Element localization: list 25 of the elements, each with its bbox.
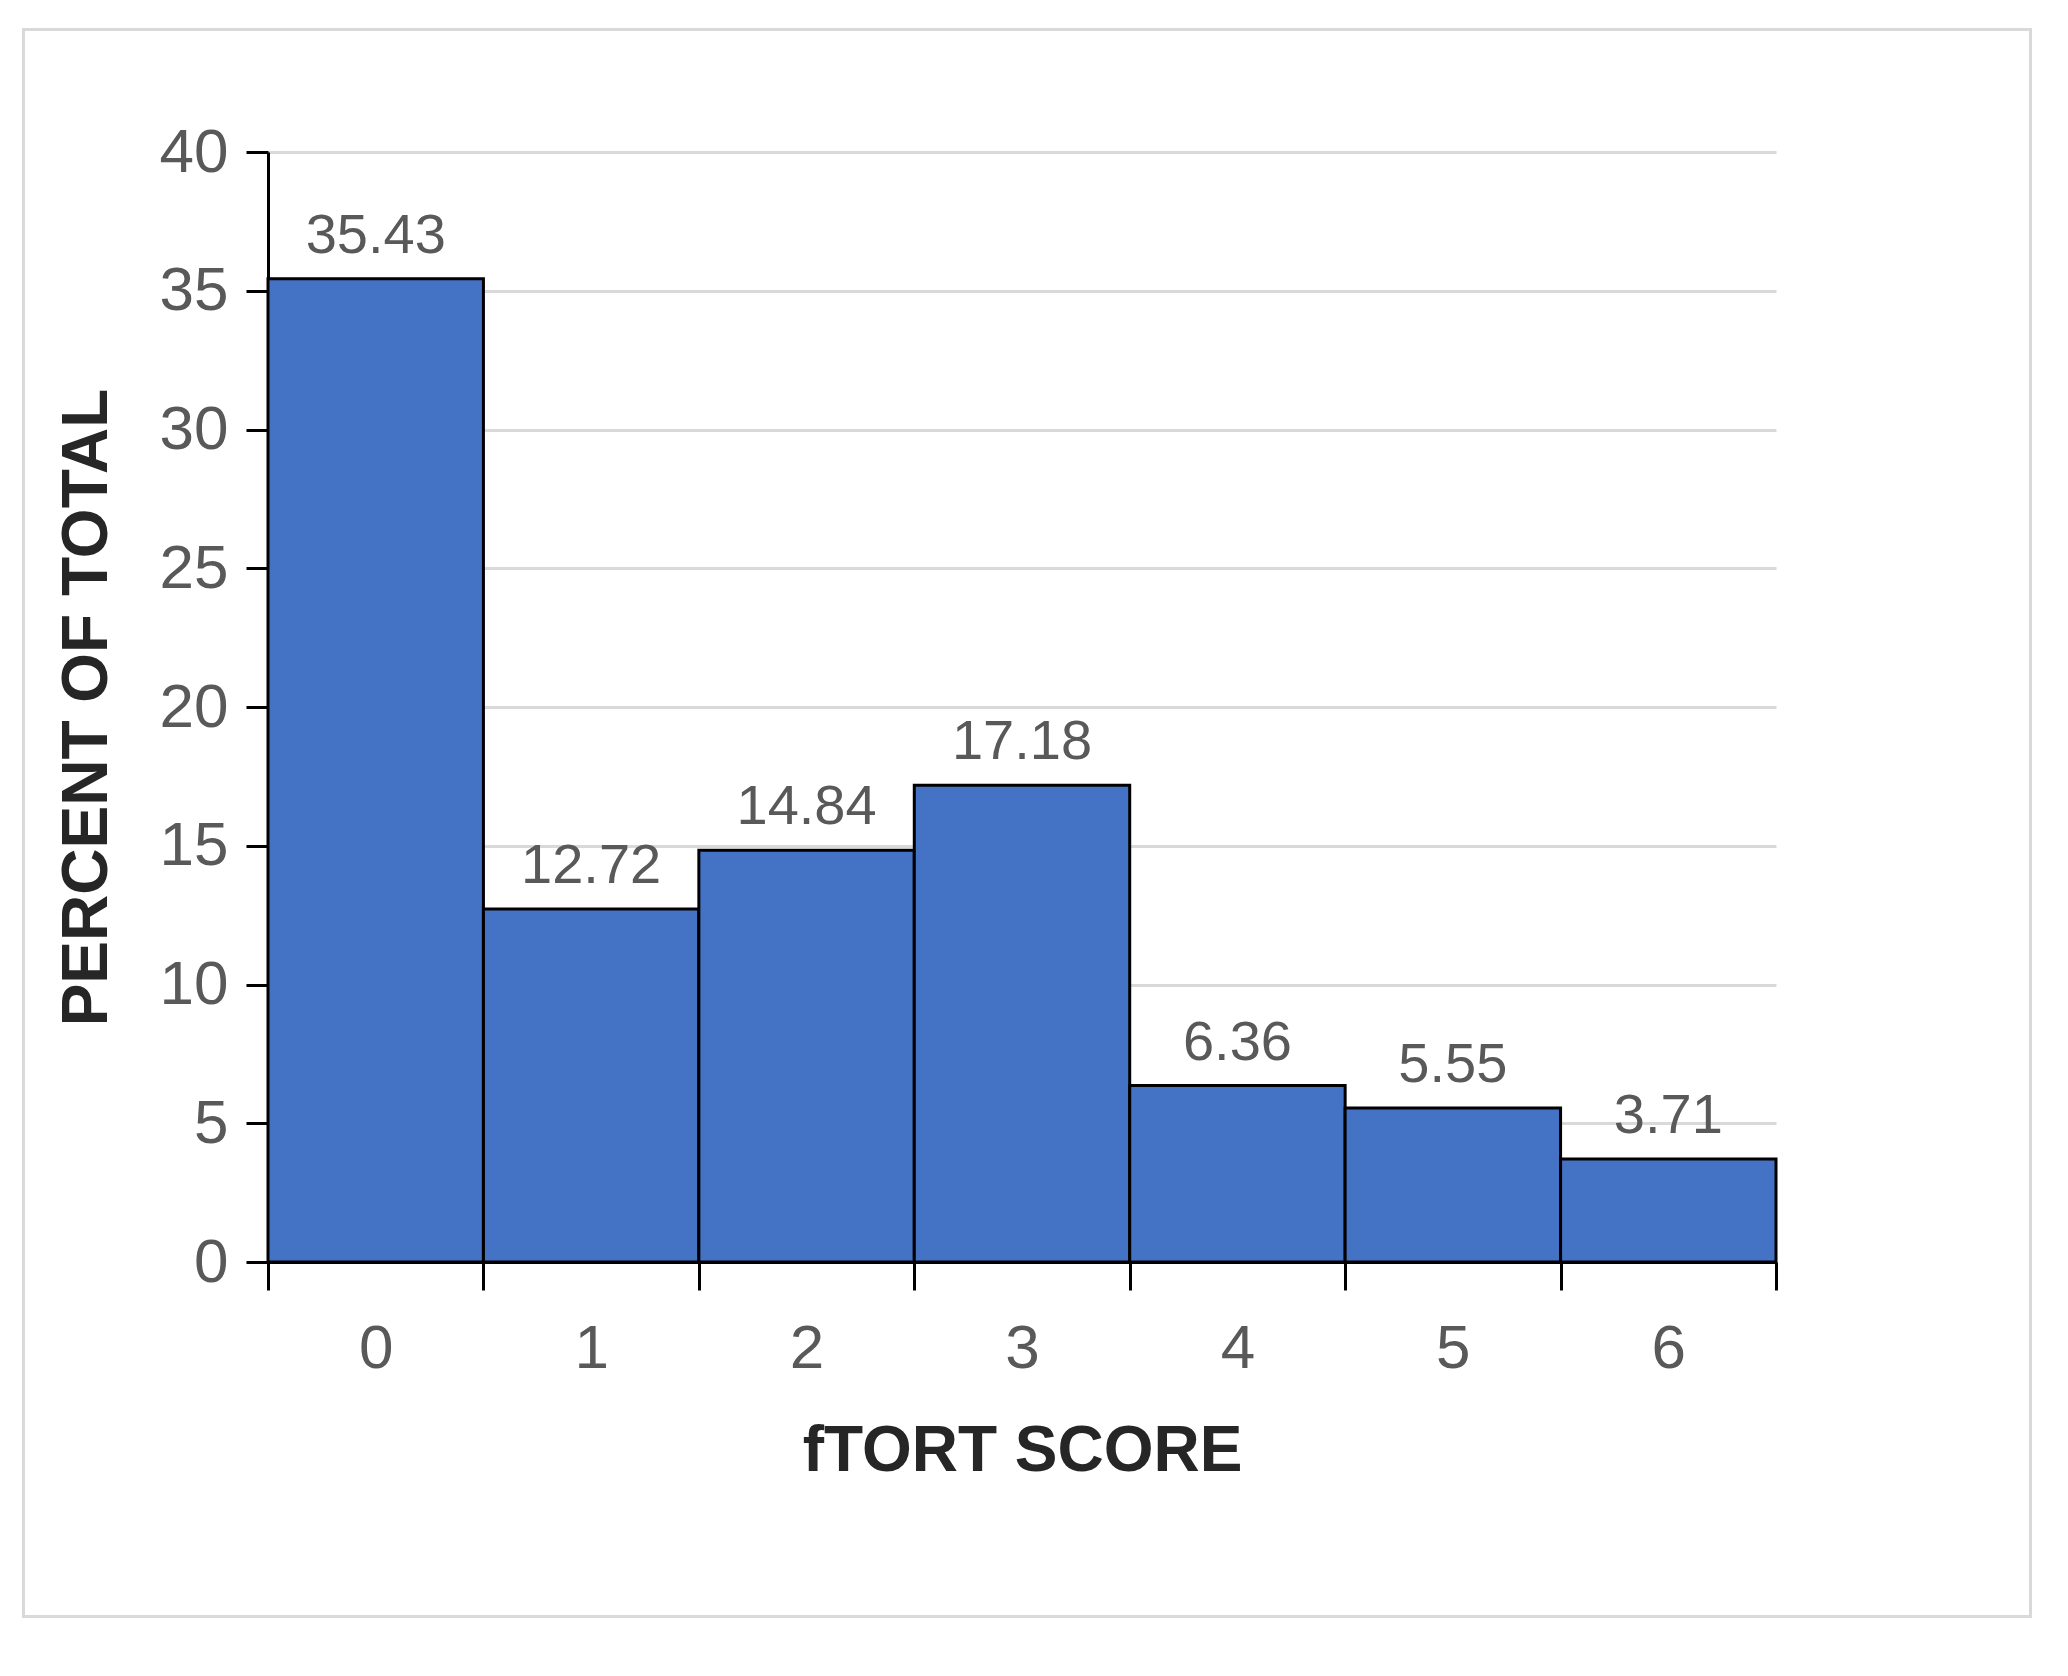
x-tick-label: 1 (574, 1311, 609, 1381)
x-tick-label: 4 (1220, 1311, 1256, 1381)
data-label: 35.43 (305, 201, 446, 265)
data-label: 5.55 (1398, 1030, 1508, 1094)
y-tick-label: 15 (159, 809, 229, 879)
x-tick-label: 0 (358, 1311, 394, 1381)
x-tick-label: 2 (789, 1311, 825, 1381)
y-axis-title: PERCENT OF TOTAL (48, 388, 121, 1027)
y-tick-label: 30 (159, 393, 229, 462)
x-axis-title: fTORT SCORE (802, 1412, 1243, 1485)
data-label: 12.72 (521, 832, 662, 896)
x-tick-label: 6 (1651, 1311, 1687, 1381)
data-label: 3.71 (1613, 1082, 1723, 1146)
y-tick-label: 25 (159, 531, 229, 601)
y-tick-label: 40 (159, 115, 229, 185)
y-tick-label: 10 (159, 948, 229, 1017)
data-label: 17.18 (951, 708, 1093, 772)
x-tick-label: 5 (1436, 1311, 1471, 1381)
data-label: 6.36 (1182, 1008, 1292, 1072)
y-tick-label: 35 (159, 254, 229, 324)
x-tick-label: 3 (1005, 1311, 1040, 1381)
data-label: 14.84 (736, 773, 877, 837)
y-tick-label: 5 (194, 1086, 229, 1156)
y-tick-label: 20 (159, 670, 229, 740)
y-tick-label: 0 (194, 1225, 229, 1295)
